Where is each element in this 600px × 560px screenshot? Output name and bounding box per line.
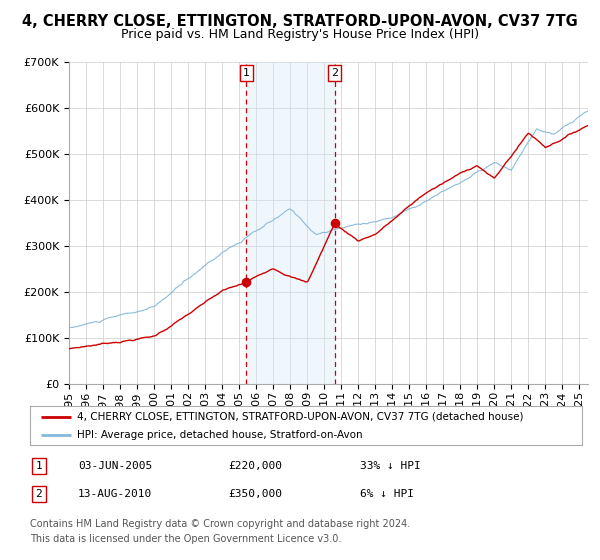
Text: £220,000: £220,000 — [228, 461, 282, 471]
Text: 4, CHERRY CLOSE, ETTINGTON, STRATFORD-UPON-AVON, CV37 7TG: 4, CHERRY CLOSE, ETTINGTON, STRATFORD-UP… — [22, 14, 578, 29]
Text: £350,000: £350,000 — [228, 489, 282, 499]
Text: 1: 1 — [35, 461, 43, 471]
Text: 2: 2 — [331, 68, 338, 78]
Point — [242, 278, 251, 287]
Text: Price paid vs. HM Land Registry's House Price Index (HPI): Price paid vs. HM Land Registry's House … — [121, 28, 479, 41]
Text: This data is licensed under the Open Government Licence v3.0.: This data is licensed under the Open Gov… — [30, 534, 341, 544]
Bar — [247, 62, 335, 384]
Text: 1: 1 — [243, 68, 250, 78]
Text: HPI: Average price, detached house, Stratford-on-Avon: HPI: Average price, detached house, Stra… — [77, 430, 362, 440]
Point — [330, 218, 340, 227]
Text: 2: 2 — [35, 489, 43, 499]
Text: 6% ↓ HPI: 6% ↓ HPI — [360, 489, 414, 499]
Text: 03-JUN-2005: 03-JUN-2005 — [78, 461, 152, 471]
Text: 4, CHERRY CLOSE, ETTINGTON, STRATFORD-UPON-AVON, CV37 7TG (detached house): 4, CHERRY CLOSE, ETTINGTON, STRATFORD-UP… — [77, 412, 523, 422]
Text: 13-AUG-2010: 13-AUG-2010 — [78, 489, 152, 499]
Text: 33% ↓ HPI: 33% ↓ HPI — [360, 461, 421, 471]
Text: Contains HM Land Registry data © Crown copyright and database right 2024.: Contains HM Land Registry data © Crown c… — [30, 519, 410, 529]
